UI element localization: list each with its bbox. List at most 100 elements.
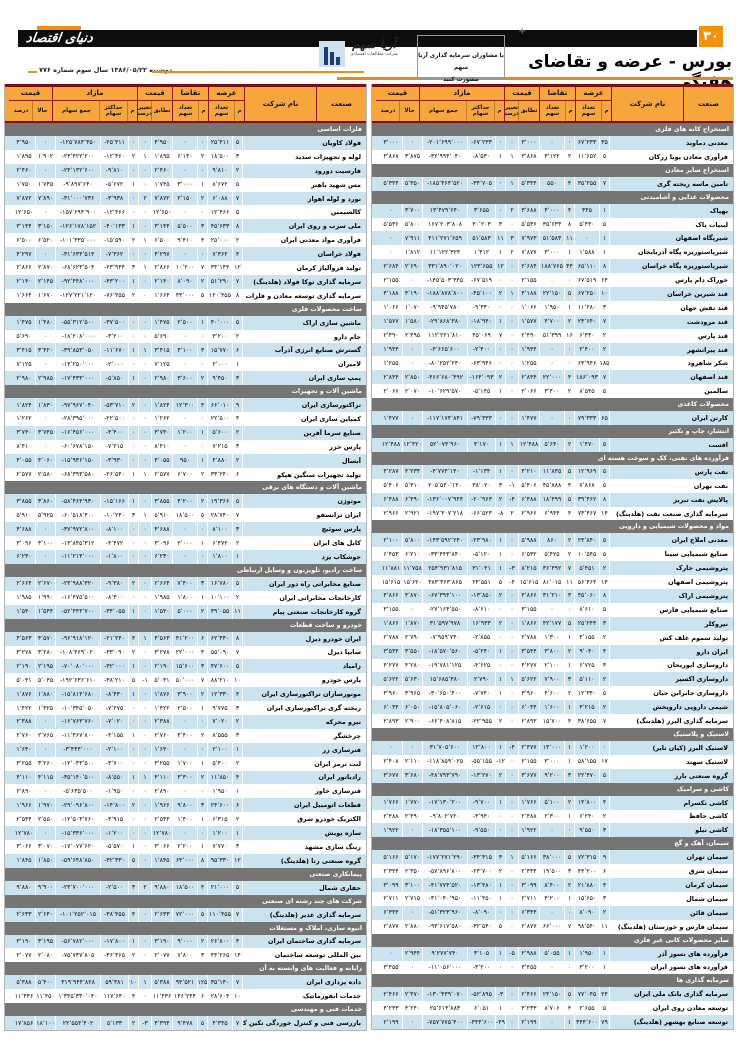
value-cell: ۱۵٬۶۲۰	[402, 575, 422, 590]
table-row: قند پارس ۲ ۶٬۳۳۰ ۱۶ ۵۱٬۳۹۹ ۲٬۴۹۰ ۰ ۷ ۴۵٬۰۶۹ ۱۱۲٬۲…	[372, 328, 733, 343]
value-cell: -۱۵۷٬۶۹۴٬۹۰۰	[55, 205, 100, 220]
table-row: حفاری شمال ۵ ۲۱٬۰۰۰ ۴ ۱۸٬۵۰۰ ۹٬۸۸۰ ۲ ۳ -۲٬۵۰۰ -۲۴…	[5, 880, 366, 895]
value-cell: ۱	[197, 425, 207, 440]
value-cell: ۵٬۶۴۰	[539, 438, 564, 452]
value-cell: ۰	[505, 754, 518, 769]
value-cell: ۲	[232, 233, 242, 248]
value-cell: ۱٬۸۵۰	[35, 853, 55, 868]
table-row: صنایع شیمیایی سینا ۵ ۱۰٬۵۴۵ ۲ ۵٬۴۲۵ ۶٬۵۳۲ ۰ ۱ -۵…	[372, 547, 733, 562]
value-cell: ۲٬۷۶۰	[151, 728, 172, 743]
table-row: نفت پارس ۵ ۱۲٬۹۶۹ ۵ ۱۱٬۸۳۵ ۴٬۲۱۰ ۰ ۱ -۱٬۱۳۴ -۴٬۷۷…	[372, 464, 733, 479]
table-row: جوشکاب یزد ۱ ۱٬۸۰۰ ۰ ۰ ۶٬۲۳۰ ۰ ۰ -۱٬۸۰۰ -۱۱٬۲۱۴٬۰…	[5, 550, 366, 564]
value-cell: ۰	[505, 809, 518, 824]
value-cell: ۵٬۴۱۰	[402, 478, 422, 493]
value-cell: ۳٬۲۷۸	[16, 648, 32, 656]
value-cell: ۹٬۸۱۰	[207, 163, 232, 178]
company-name-cell: جوشکاب یزد	[242, 550, 366, 564]
value-cell: -۵۷٬۸۹۶٬۸۰۰	[422, 864, 467, 879]
value-cell: ۱٬۴۲۵	[35, 701, 55, 715]
value-cell: ۲	[599, 700, 609, 715]
company-name-cell: آبسال	[242, 453, 366, 468]
value-cell: -۲٬۱۰۰	[100, 742, 128, 757]
company-name-cell: سیمان شرق	[609, 864, 733, 879]
value-cell: ۴	[197, 398, 207, 413]
value-cell: ۵٬۳۴۴	[518, 176, 539, 191]
value-cell: ۲٬۲۰۰	[172, 839, 197, 854]
value-cell: ۵٬۴۰۶	[518, 478, 539, 493]
value-cell: -۹٬۸۹۷٬۶۴۰	[55, 177, 100, 192]
company-name-cell: فولاد خراسان	[242, 247, 366, 262]
company-name-cell: حفاری شمال	[242, 880, 366, 895]
value-cell: ۰	[495, 823, 505, 838]
company-name-cell: کارتن ایران	[609, 411, 733, 426]
value-cell: ۱۲٬۳۴۰	[574, 686, 599, 701]
value-cell: -۵۹٬۶۴۸٬۸۵۰	[55, 853, 100, 868]
value-cell: ۳	[599, 616, 609, 631]
value-cell: -۸٬۵۳۰	[467, 149, 495, 164]
value-cell: ۱	[564, 754, 574, 769]
value-cell: -۱۵٬۹۳۶٬۱۵۰	[55, 453, 100, 468]
value-cell: ۳	[564, 864, 574, 879]
value-cell: ۰	[505, 905, 518, 920]
value-cell: ۲٬۵۷۷	[151, 467, 172, 482]
value-cell: ۱	[138, 233, 151, 248]
value-cell: ۸	[599, 259, 609, 274]
value-cell: ۸٬۶۱۰	[574, 602, 599, 617]
value-cell: ۰	[138, 826, 151, 840]
value-cell: ۴٬۴۰۰	[172, 728, 197, 743]
value-cell: ۲	[599, 630, 609, 645]
value-cell: ۴	[232, 687, 242, 702]
company-name-cell: شیرپاستوریزه پگاه آذربایجان	[609, 245, 733, 260]
column-header-label: صنعت	[331, 99, 352, 108]
value-cell: ۴٬۹۵۰	[16, 139, 32, 147]
value-cell: -۱۴۵٬۵۰۳٬۴۴۵	[422, 273, 467, 288]
value-cell: ۳٬۰۰۰	[172, 177, 197, 192]
column-group-label: تقاضا	[173, 87, 208, 101]
value-cell: ۱۲٬۳۰۰	[172, 398, 197, 413]
value-cell: -۳	[495, 987, 505, 1002]
value-cell: -۹٬۷۰۰	[467, 795, 495, 810]
column-subheader: تعداد سهم	[214, 105, 229, 117]
value-cell: ۲٬۷۸۸	[518, 630, 539, 645]
value-cell: ۱٬۵۸۸	[574, 245, 599, 260]
company-name-cell: معدنی دماوند	[609, 136, 733, 150]
value-cell: ۱۲٬۶۵۰	[151, 205, 172, 220]
value-cell: ۰	[505, 878, 518, 892]
company-name-cell: رادیاتور ایران	[242, 770, 366, 785]
value-cell: ۶٬۰۴۴	[383, 703, 399, 711]
value-cell: ۱۱٬۷۵۸	[402, 561, 422, 576]
value-cell: ۰	[35, 826, 55, 840]
company-name-cell: پتروشیمی اراک	[609, 589, 733, 603]
value-cell: -۱	[505, 478, 518, 493]
value-cell: -۷٬۲۷۵	[100, 701, 128, 715]
value-cell: ۱	[138, 261, 151, 275]
value-cell: ۱	[128, 770, 138, 785]
value-cell: ۱	[138, 631, 151, 646]
value-cell: ۳۸٬۰۲۰	[467, 478, 495, 493]
value-cell: ۳٬۴۰۰	[539, 384, 564, 399]
value-cell: ۰	[128, 701, 138, 715]
value-cell: ۰	[564, 342, 574, 357]
value-cell: ۲٬۳۵۰	[402, 864, 422, 879]
table-row: سایپا دیزل ۷ ۵۵٬۰۹۰ ۴ ۲۲٬۰۰۰ ۳٬۲۷۸ ۰ ۲ -۳۳٬۰۹۰ -۱…	[5, 645, 366, 660]
industry-section-header: سایر محصولات کانی غیر فلزی	[372, 933, 733, 947]
value-cell: ۶٬۵۲۰	[35, 233, 55, 248]
company-name-cell: موتورسازان تراکتورسازی ایران	[242, 687, 366, 702]
value-cell: ۳۸۳٬۳۶۳٬۸۶۵	[422, 575, 467, 590]
value-cell: ۸	[232, 219, 242, 234]
value-cell: -۲۳٬۴۲۲٬۲۰۰	[55, 149, 100, 164]
value-cell: -۱٬۱۳۴	[467, 464, 495, 479]
value-cell: -۱۲۵٬۷۸۴٬۴۵۰	[55, 136, 100, 150]
value-cell: -۱۰٬۲۴۰	[100, 508, 128, 523]
value-cell: ۲٬۹۶۶	[383, 510, 399, 518]
value-cell: ۰	[138, 839, 151, 854]
value-cell: ۲٬۶۳۳	[151, 907, 172, 922]
value-cell: -۲۰۱٬۶۹۹٬۰۰۰	[422, 136, 467, 150]
value-cell: ۳٬۰۰۰	[539, 754, 564, 769]
value-cell: ۰	[495, 700, 505, 715]
value-cell: ۹٬۲۰۰	[539, 768, 564, 783]
value-cell: ۴۱٬۲۰۰	[172, 631, 197, 646]
value-cell: ۰	[35, 522, 55, 537]
value-cell: ۱۳٬۴۷۹٬۶۴۰	[422, 203, 467, 218]
value-cell: ۰	[138, 907, 151, 922]
